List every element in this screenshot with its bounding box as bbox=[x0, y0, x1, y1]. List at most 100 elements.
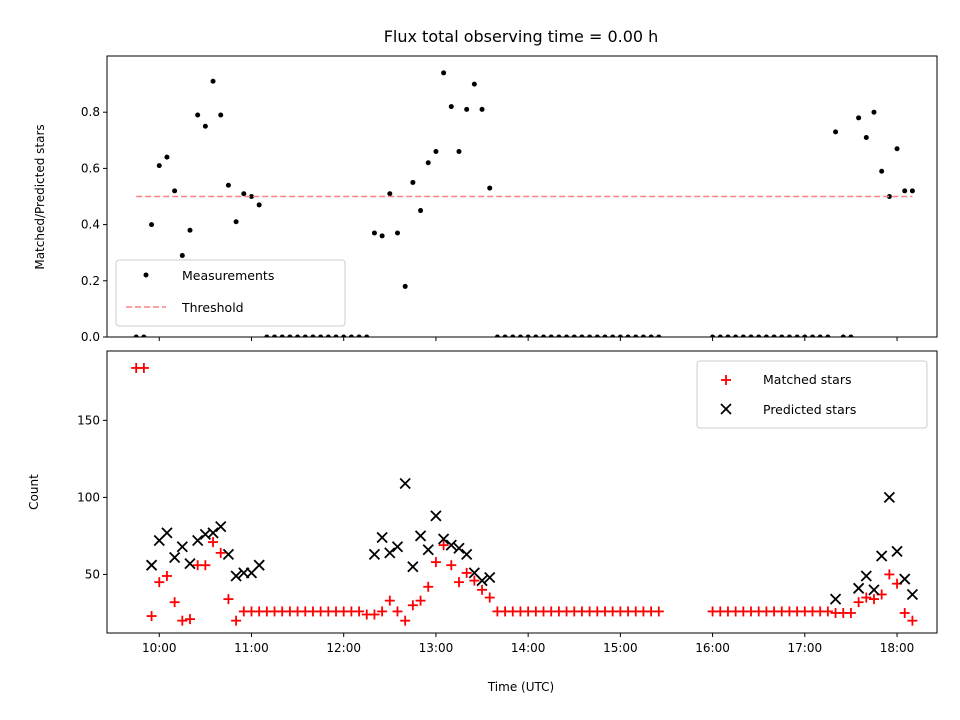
measurements-point bbox=[579, 334, 585, 337]
measurements-point bbox=[179, 253, 185, 259]
predicted-stars-point bbox=[829, 593, 842, 605]
measurements-point bbox=[810, 334, 815, 337]
predicted-stars-point bbox=[207, 527, 219, 539]
measurements-point bbox=[141, 334, 147, 337]
predicted-stars-point bbox=[414, 530, 427, 542]
measurements-point bbox=[387, 191, 393, 197]
measurements-point bbox=[433, 149, 439, 155]
measurements-point bbox=[341, 334, 347, 337]
measurements-point bbox=[464, 106, 470, 112]
measurements-point bbox=[202, 123, 208, 129]
matched-stars-point bbox=[146, 611, 157, 622]
measurements-point bbox=[879, 168, 885, 174]
measurements-point bbox=[279, 334, 285, 337]
measurements-point bbox=[302, 334, 308, 337]
measurements-point bbox=[195, 112, 201, 118]
matched-stars-point bbox=[384, 595, 395, 606]
predicted-stars-point bbox=[384, 547, 396, 559]
predicted-stars-point bbox=[399, 477, 411, 490]
measurements-point bbox=[379, 233, 385, 239]
measurements-point bbox=[564, 334, 570, 337]
measurements-point bbox=[425, 160, 431, 166]
predicted-stars-point bbox=[192, 534, 204, 547]
measurements-point bbox=[771, 334, 777, 337]
predicted-stars-point bbox=[453, 542, 465, 554]
measurements-point bbox=[833, 129, 839, 135]
x-tick-label: 17:00 bbox=[788, 641, 823, 655]
predicted-stars-point bbox=[906, 588, 919, 601]
measurements-point bbox=[779, 334, 785, 337]
predicted-stars-point bbox=[407, 561, 419, 573]
measurements-point bbox=[756, 334, 762, 337]
top-y-axis-label: Matched/Predicted stars bbox=[33, 124, 47, 269]
measurements-point bbox=[418, 208, 424, 214]
x-tick-label: 12:00 bbox=[326, 641, 361, 655]
measurements-point bbox=[248, 194, 254, 199]
measurements-point bbox=[241, 191, 247, 197]
predicted-stars-point bbox=[176, 541, 188, 553]
x-tick-label: 18:00 bbox=[880, 641, 915, 655]
top-y-tick-label: 0.8 bbox=[81, 105, 100, 119]
measurements-point bbox=[164, 154, 170, 160]
measurements-point bbox=[149, 222, 155, 228]
matched-stars-point bbox=[469, 575, 480, 586]
measurements-point bbox=[894, 146, 900, 152]
legend-marker-measurements bbox=[143, 272, 149, 278]
measurements-point bbox=[517, 334, 523, 337]
predicted-stars-point bbox=[476, 574, 488, 587]
measurements-point bbox=[487, 185, 493, 191]
measurements-point bbox=[502, 334, 508, 337]
x-tick-label: 15:00 bbox=[603, 641, 638, 655]
measurements-point bbox=[448, 104, 454, 110]
predicted-stars-point bbox=[368, 548, 381, 561]
matched-stars-point bbox=[453, 577, 464, 588]
predicted-stars-point bbox=[230, 570, 242, 582]
predicted-stars-point bbox=[860, 570, 872, 582]
matched-stars-point bbox=[853, 597, 864, 608]
matched-stars-point bbox=[899, 607, 910, 618]
predicted-stars-point bbox=[852, 582, 865, 594]
measurements-point bbox=[272, 334, 278, 337]
measurements-point bbox=[479, 106, 485, 112]
legend-label-threshold: Threshold bbox=[181, 300, 244, 315]
x-tick-label: 14:00 bbox=[511, 641, 546, 655]
measurements-point bbox=[633, 334, 639, 337]
predicted-stars-point bbox=[430, 510, 442, 522]
matched-stars-point bbox=[461, 567, 472, 578]
predicted-stars-point bbox=[422, 544, 434, 556]
predicted-stars-point bbox=[868, 584, 880, 596]
matched-stars-point bbox=[369, 609, 380, 620]
legend-label-matched: Matched stars bbox=[763, 372, 851, 387]
predicted-stars-point bbox=[184, 558, 196, 570]
matched-stars-point bbox=[907, 615, 918, 626]
matched-stars-point bbox=[884, 569, 895, 580]
legend-label-predicted: Predicted stars bbox=[763, 402, 856, 417]
measurements-point bbox=[856, 115, 862, 121]
matched-stars-point bbox=[185, 614, 195, 625]
matched-stars-point bbox=[423, 581, 434, 592]
matched-stars-point bbox=[208, 537, 219, 548]
predicted-stars-point bbox=[899, 573, 911, 585]
top-y-tick-label: 0.2 bbox=[81, 274, 100, 288]
matched-stars-point bbox=[231, 615, 242, 626]
measurements-point bbox=[410, 179, 416, 185]
measurements-point bbox=[348, 334, 354, 337]
measurements-point bbox=[371, 230, 377, 236]
measurements-point bbox=[233, 219, 239, 225]
matched-stars-point bbox=[438, 540, 449, 551]
matched-stars-point bbox=[138, 362, 149, 373]
measurements-point bbox=[133, 334, 139, 337]
top-y-tick-label: 0.6 bbox=[81, 161, 100, 175]
measurements-point bbox=[333, 334, 339, 337]
measurements-point bbox=[763, 334, 769, 337]
measurements-point bbox=[456, 149, 462, 155]
measurements-point bbox=[617, 334, 623, 337]
measurements-point bbox=[740, 334, 746, 337]
predicted-stars-point bbox=[461, 548, 473, 561]
bottom-axes-frame bbox=[106, 350, 938, 634]
matched-stars-point bbox=[653, 606, 664, 617]
matched-stars-point bbox=[861, 592, 872, 603]
predicted-stars-point bbox=[437, 533, 450, 545]
matched-stars-point bbox=[215, 547, 226, 558]
